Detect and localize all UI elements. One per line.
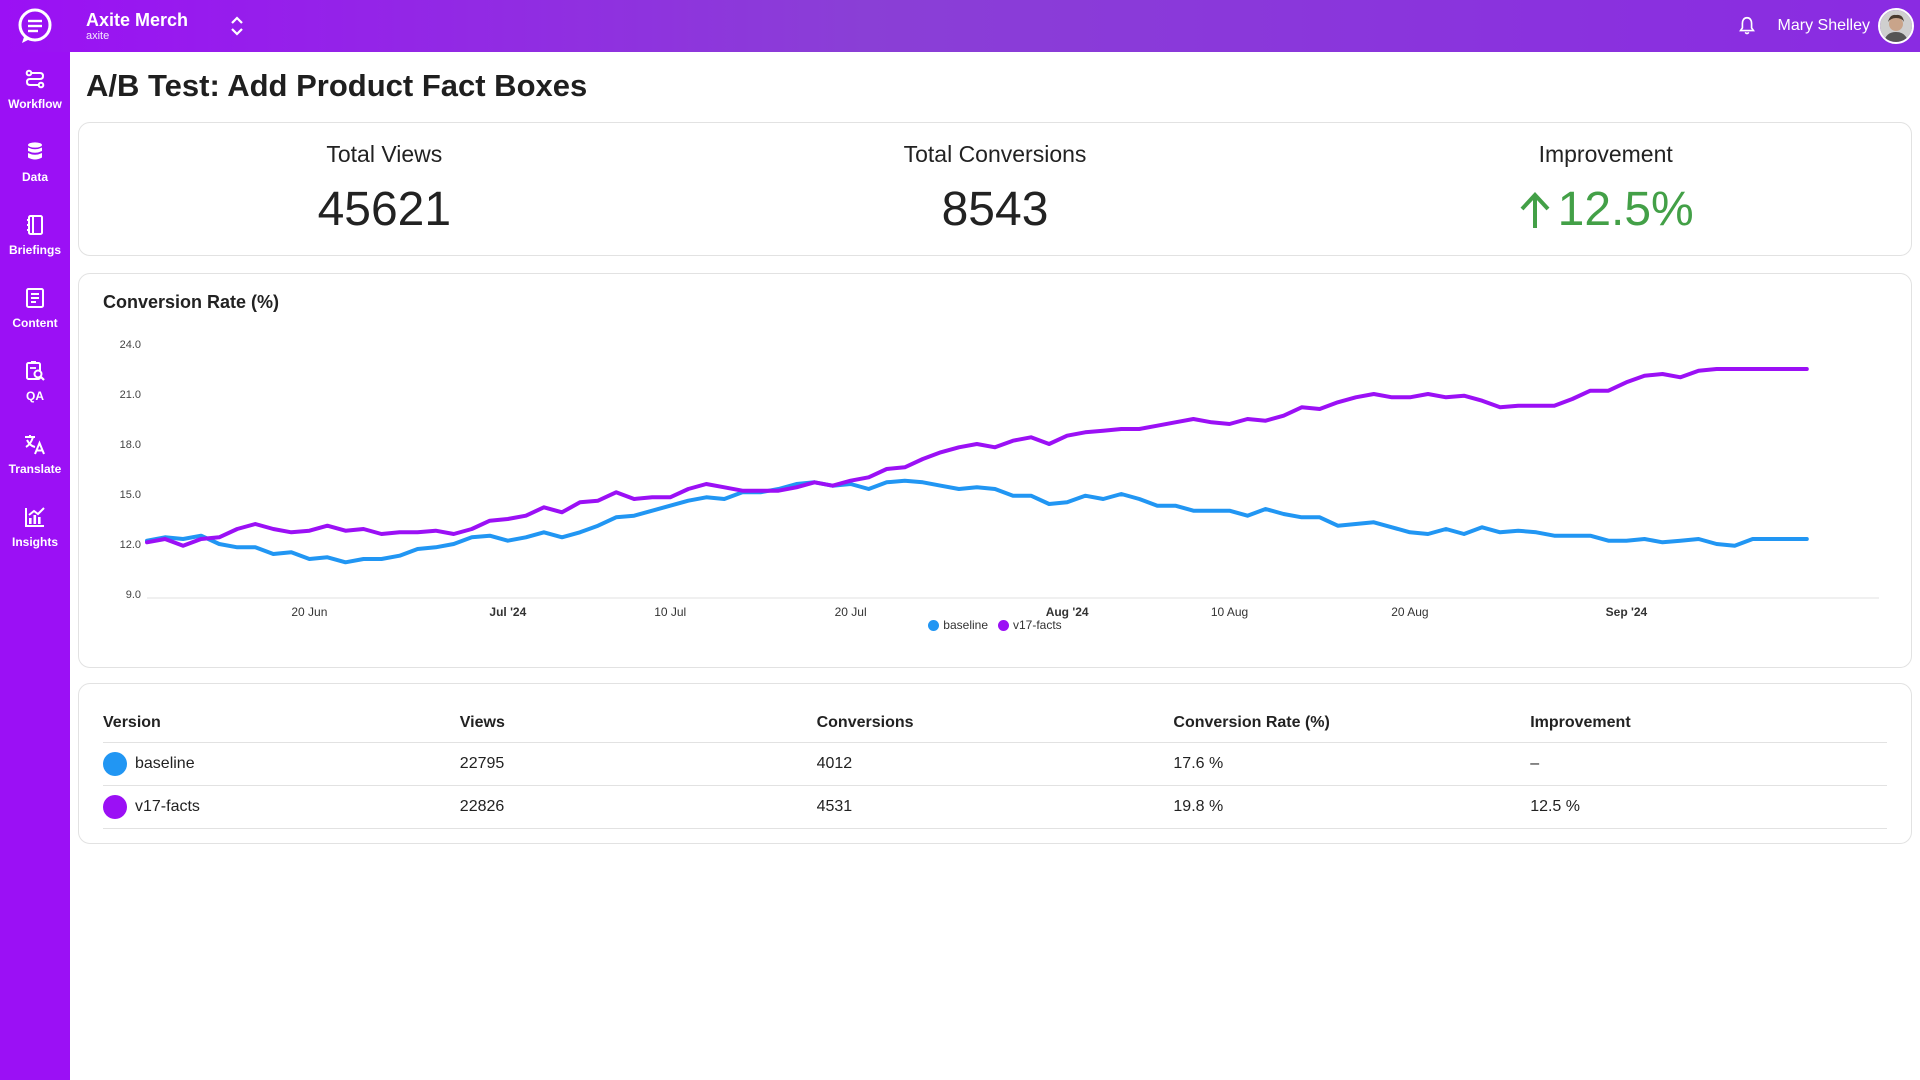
top-bar: Axite Merch axite Mary Shelley (0, 0, 1920, 52)
conversion-rate-chart-card: Conversion Rate (%) 24.0 21.0 18.0 15.0 12.0… (78, 273, 1912, 668)
kpi-value: 12.5% (1557, 183, 1694, 236)
org-switcher-button[interactable] (226, 13, 248, 39)
x-tick-label: Aug '24 (1046, 605, 1089, 619)
table-header-row: Version Views Conversions Conversion Rat… (103, 704, 1887, 743)
notifications-bell-icon[interactable] (1736, 15, 1758, 37)
sidebar-item-label: Data (21, 169, 48, 184)
column-header-views: Views (459, 704, 817, 743)
y-tick-label: 15.0 (120, 489, 141, 501)
column-header-conversion-rate: Conversion Rate (%) (1173, 704, 1531, 743)
x-tick-label: Sep '24 (1606, 605, 1648, 619)
x-tick-label: Jul '24 (489, 605, 526, 619)
rate-cell: 17.6 % (1173, 742, 1531, 786)
sidebar-item-label: QA (26, 388, 44, 403)
sidebar-item-label: Briefings (8, 242, 61, 257)
x-tick-label: 20 Jul (835, 605, 867, 619)
column-header-version: Version (103, 704, 460, 743)
kpi-summary-card: Total Views 45621 Total Conversions 8543… (78, 122, 1912, 256)
insights-icon (25, 506, 45, 527)
chat-logo-icon (18, 8, 52, 43)
versions-table-card: Version Views Conversions Conversion Rat… (78, 683, 1912, 844)
x-tick-label: 20 Jun (291, 605, 327, 619)
version-cell: baseline (103, 742, 460, 786)
legend-dot-icon (928, 619, 940, 631)
version-color-dot-icon (103, 794, 127, 819)
table-row[interactable]: baseline 22795 4012 17.6 % – (103, 742, 1887, 786)
document-icon (26, 287, 44, 308)
series-line-v17-facts[interactable] (145, 367, 1809, 548)
views-cell: 22795 (459, 742, 817, 786)
database-icon (28, 141, 42, 159)
chart-legend: baseline v17-facts (79, 618, 1911, 632)
rate-cell: 19.8 % (1173, 785, 1531, 829)
user-name[interactable]: Mary Shelley (1777, 17, 1870, 34)
kpi-total-conversions: Total Conversions 8543 (690, 123, 1301, 255)
sidebar-item-label: Content (12, 315, 58, 330)
legend-item-v17-facts[interactable]: v17-facts (998, 618, 1062, 632)
column-header-improvement: Improvement (1530, 704, 1887, 743)
sidebar-item-workflow[interactable]: Workflow (0, 52, 70, 125)
conversions-cell: 4012 (816, 742, 1174, 786)
translate-icon (25, 434, 45, 454)
y-tick-label: 9.0 (126, 589, 141, 601)
version-cell: v17-facts (103, 785, 460, 829)
improvement-cell: 12.5 % (1530, 785, 1887, 829)
version-color-dot-icon (103, 751, 127, 776)
views-cell: 22826 (459, 785, 817, 829)
kpi-label: Improvement (1538, 141, 1673, 167)
improvement-cell: – (1530, 742, 1887, 786)
legend-label: baseline (943, 618, 988, 632)
sidebar-item-qa[interactable]: QA (0, 344, 70, 417)
conversion-rate-chart[interactable]: 24.0 21.0 18.0 15.0 12.0 9.0 20 Jun Jul '24 10 J… (79, 274, 1913, 669)
sidebar-item-insights[interactable]: Insights (0, 490, 70, 563)
y-tick-label: 21.0 (120, 389, 141, 401)
version-name: baseline (135, 754, 195, 772)
sidebar-item-translate[interactable]: Translate (0, 417, 70, 490)
org-info: Axite Merch axite (86, 11, 188, 42)
kpi-value: 8543 (941, 183, 1049, 236)
versions-table: Version Views Conversions Conversion Rat… (103, 704, 1887, 829)
kpi-value: 45621 (317, 183, 452, 236)
user-avatar[interactable] (1878, 8, 1914, 44)
avatar-portrait-icon (1880, 10, 1912, 42)
legend-item-baseline[interactable]: baseline (928, 618, 988, 632)
conversions-cell: 4531 (816, 785, 1174, 829)
arrow-up-icon (1520, 191, 1550, 228)
sidebar-item-content[interactable]: Content (0, 271, 70, 344)
main-content: A/B Test: Add Product Fact Boxes Total V… (70, 52, 1920, 1080)
sidebar-item-label: Translate (8, 461, 62, 476)
y-tick-label: 24.0 (120, 339, 141, 351)
sidebar-item-data[interactable]: Data (0, 125, 70, 198)
sidebar-item-label: Insights (11, 534, 58, 549)
column-header-conversions: Conversions (816, 704, 1174, 743)
page-title: A/B Test: Add Product Fact Boxes (86, 68, 588, 103)
x-tick-label: 10 Aug (1211, 605, 1248, 619)
org-subtitle: axite (86, 29, 110, 42)
y-tick-label: 12.0 (120, 539, 141, 551)
kpi-total-views: Total Views 45621 (79, 123, 690, 255)
notebook-icon (27, 214, 43, 235)
y-tick-label: 18.0 (120, 439, 141, 451)
chart-title: Conversion Rate (%) (103, 292, 280, 312)
kpi-label: Total Views (326, 141, 443, 167)
kpi-improvement: Improvement 12.5% (1300, 123, 1911, 255)
legend-label: v17-facts (1013, 618, 1062, 632)
legend-dot-icon (998, 619, 1009, 631)
sidebar-item-label: Workflow (8, 96, 62, 111)
org-name: Axite Merch (86, 9, 189, 30)
kpi-improvement-value: 12.5% (1518, 182, 1694, 237)
qa-search-icon (26, 360, 45, 381)
app-logo[interactable] (0, 0, 70, 52)
x-tick-label: 10 Jul (654, 605, 686, 619)
series-line-baseline[interactable] (145, 478, 1809, 565)
unfold-icon (231, 16, 243, 36)
table-row[interactable]: v17-facts 22826 4531 19.8 % 12.5 % (103, 785, 1887, 829)
workflow-icon (25, 69, 45, 88)
sidebar-nav: Workflow Data Briefings Content (0, 52, 70, 1080)
kpi-label: Total Conversions (903, 141, 1087, 167)
sidebar-item-briefings[interactable]: Briefings (0, 198, 70, 271)
version-name: v17-facts (135, 797, 200, 815)
x-tick-label: 20 Aug (1391, 605, 1428, 619)
